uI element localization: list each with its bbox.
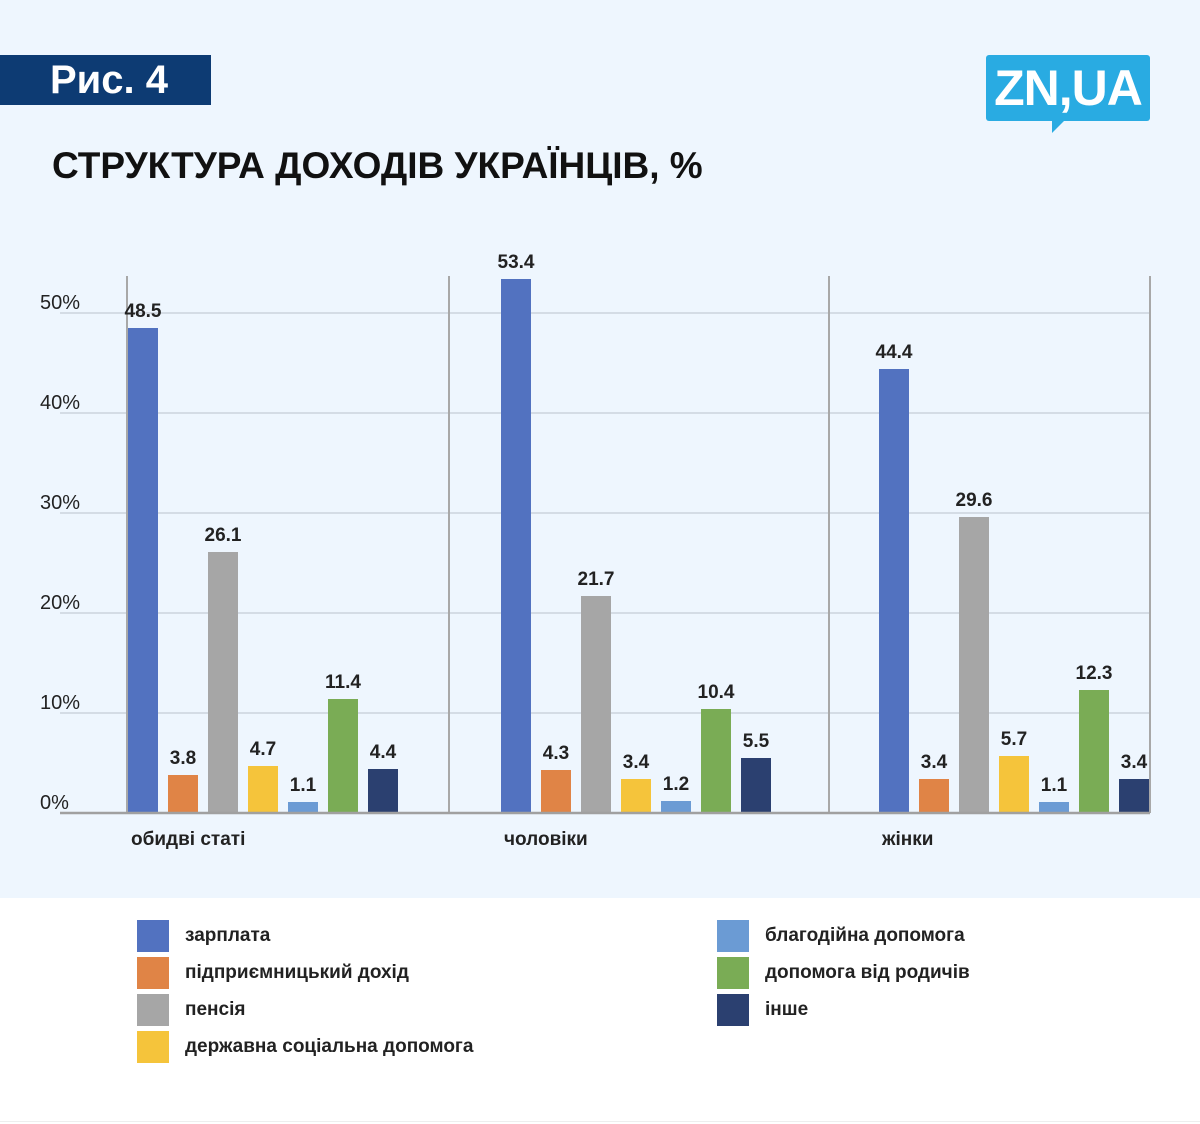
legend-label: благодійна допомога bbox=[765, 925, 965, 946]
bar bbox=[208, 552, 238, 813]
bar bbox=[959, 517, 989, 813]
legend-label: державна соціальна допомога bbox=[185, 1036, 474, 1057]
bar bbox=[541, 770, 571, 813]
data-label: 3.4 bbox=[623, 752, 650, 773]
y-tick-label: 50% bbox=[40, 292, 80, 314]
y-tick-label: 0% bbox=[40, 792, 69, 814]
bar-chart: 0% 10% 20% 30% 40% 50% 48.5 3.8 26.1 4.7 1.1 11.4 4.… bbox=[40, 252, 1151, 850]
bottom-divider bbox=[0, 1121, 1200, 1122]
bar bbox=[661, 801, 691, 813]
legend-swatch bbox=[717, 994, 749, 1026]
legend-label: пенсія bbox=[185, 999, 246, 1020]
legend-swatch bbox=[137, 994, 169, 1026]
data-label: 5.5 bbox=[743, 731, 770, 752]
data-label: 29.6 bbox=[956, 490, 993, 511]
data-label: 1.1 bbox=[1041, 775, 1068, 796]
bar bbox=[741, 758, 771, 813]
data-label: 26.1 bbox=[205, 525, 242, 546]
y-tick-label: 10% bbox=[40, 692, 80, 714]
legend-swatch bbox=[137, 920, 169, 952]
bar bbox=[368, 769, 398, 813]
legend-swatch bbox=[137, 957, 169, 989]
bar bbox=[581, 596, 611, 813]
y-tick-label: 40% bbox=[40, 392, 80, 414]
legend-swatch bbox=[717, 920, 749, 952]
bar bbox=[501, 279, 531, 813]
data-label: 1.2 bbox=[663, 774, 689, 795]
data-label: 48.5 bbox=[125, 301, 162, 322]
legend-label: зарплата bbox=[185, 925, 271, 946]
data-label: 10.4 bbox=[698, 682, 735, 703]
y-tick-label: 30% bbox=[40, 492, 80, 514]
legend-swatch bbox=[137, 1031, 169, 1063]
figure-badge: Рис. 4 bbox=[0, 55, 211, 105]
data-label: 4.3 bbox=[543, 743, 569, 764]
bar bbox=[879, 369, 909, 813]
bar bbox=[1039, 802, 1069, 813]
data-label: 3.4 bbox=[921, 752, 948, 773]
legend-swatch bbox=[717, 957, 749, 989]
zn-ua-logo[interactable]: ZN,UA bbox=[986, 55, 1150, 121]
logo-speech-tail bbox=[1052, 119, 1066, 133]
bar bbox=[328, 699, 358, 813]
bar bbox=[701, 709, 731, 813]
bar bbox=[1119, 779, 1149, 813]
data-label: 1.1 bbox=[290, 775, 317, 796]
data-label: 53.4 bbox=[498, 252, 535, 273]
data-label: 3.8 bbox=[170, 748, 196, 769]
bar bbox=[248, 766, 278, 813]
bar bbox=[128, 328, 158, 813]
data-label: 12.3 bbox=[1076, 663, 1113, 684]
category-label: обидві статі bbox=[131, 829, 245, 850]
data-label: 11.4 bbox=[325, 672, 361, 693]
legend-label: допомога від родичів bbox=[765, 962, 970, 983]
data-label: 44.4 bbox=[876, 342, 913, 363]
chart-title: СТРУКТУРА ДОХОДІВ УКРАЇНЦІВ, % bbox=[52, 145, 703, 186]
data-label: 4.7 bbox=[250, 739, 276, 760]
data-label: 5.7 bbox=[1001, 729, 1027, 750]
category-label: жінки bbox=[881, 829, 933, 850]
data-label: 4.4 bbox=[370, 742, 397, 763]
data-label: 21.7 bbox=[578, 569, 615, 590]
category-label: чоловіки bbox=[504, 829, 588, 850]
bar bbox=[919, 779, 949, 813]
bar bbox=[999, 756, 1029, 813]
data-label: 3.4 bbox=[1121, 752, 1148, 773]
y-tick-label: 20% bbox=[40, 592, 80, 614]
bar bbox=[168, 775, 198, 813]
bar bbox=[1079, 690, 1109, 813]
legend-label: підприємницький дохід bbox=[185, 962, 409, 983]
bar bbox=[621, 779, 651, 813]
legend-label: інше bbox=[765, 999, 809, 1020]
bar bbox=[288, 802, 318, 813]
